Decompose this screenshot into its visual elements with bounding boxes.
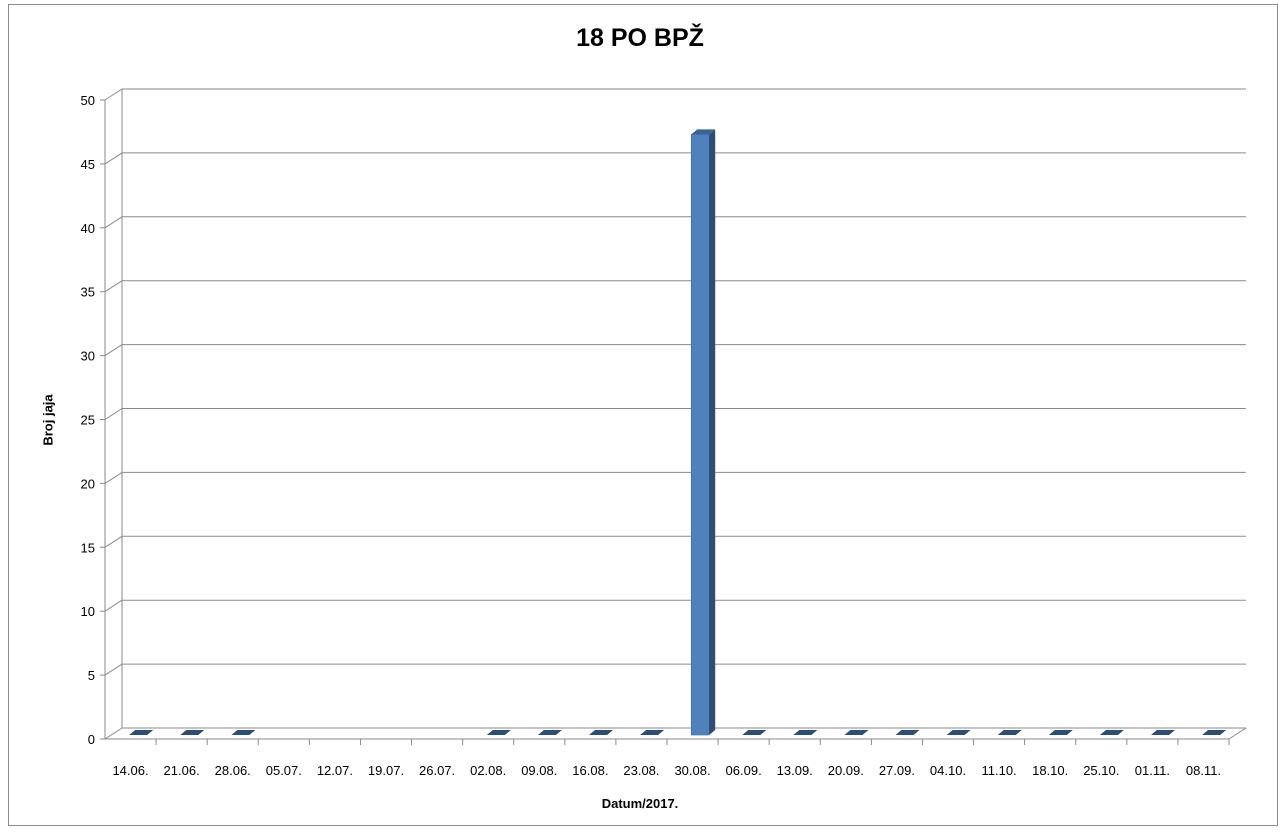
x-tick-label: 16.08. <box>572 763 608 778</box>
gridline-depth <box>104 535 123 548</box>
gridline-depth <box>104 216 123 229</box>
bar-zero <box>895 730 920 736</box>
gridline-depth <box>104 280 123 293</box>
bar-zero <box>1048 730 1073 736</box>
bar-zero <box>180 730 205 736</box>
x-tick-label: 06.09. <box>726 763 762 778</box>
x-tick-label: 02.08. <box>470 763 506 778</box>
x-tick-label: 01.11. <box>1135 763 1170 778</box>
x-tick-label: 09.08. <box>521 763 557 778</box>
gridline-depth <box>104 88 123 101</box>
x-tick-label: 08.11. <box>1186 763 1221 778</box>
bar-zero <box>997 730 1022 736</box>
bar-zero <box>1151 730 1176 736</box>
y-tick-label: 45 <box>81 157 95 172</box>
bar-zero <box>486 730 511 736</box>
x-tick-label: 25.10. <box>1083 763 1119 778</box>
bar-zero <box>1202 730 1227 736</box>
x-tick-label: 28.06. <box>215 763 251 778</box>
x-tick-label: 26.07. <box>419 763 455 778</box>
x-tick-label: 18.10. <box>1032 763 1068 778</box>
y-tick-label: 25 <box>81 413 95 428</box>
bar-side <box>709 129 716 736</box>
gridline-depth <box>104 344 123 357</box>
bar-zero <box>640 730 665 736</box>
bar-zero <box>537 730 562 736</box>
y-tick-label: 35 <box>81 285 95 300</box>
y-tick-label: 40 <box>81 221 95 236</box>
bar-zero <box>742 730 767 736</box>
chart-frame <box>8 4 1278 826</box>
y-tick-label: 30 <box>81 349 95 364</box>
bar-zero <box>129 730 154 736</box>
x-tick-label: 14.06. <box>112 763 148 778</box>
bar-zero <box>1099 730 1124 736</box>
bar-zero <box>793 730 818 736</box>
chart-title: 18 PO BPŽ <box>576 24 704 52</box>
x-tick-label: 30.08. <box>674 763 710 778</box>
x-tick-label: 19.07. <box>368 763 404 778</box>
y-tick-label: 0 <box>88 732 95 747</box>
floor-right-edge <box>1228 727 1247 740</box>
y-tick-label: 10 <box>81 604 95 619</box>
y-tick-label: 15 <box>81 540 95 555</box>
y-tick-label: 5 <box>88 668 95 683</box>
x-tick-label: 21.06. <box>164 763 200 778</box>
x-tick-label: 23.08. <box>623 763 659 778</box>
gridline-depth <box>104 408 123 420</box>
x-tick-label: 05.07. <box>266 763 302 778</box>
gridline-depth <box>104 152 123 165</box>
bar-zero <box>231 730 256 736</box>
x-tick-label: 13.09. <box>777 763 813 778</box>
x-tick-label: 12.07. <box>317 763 353 778</box>
gridline-depth <box>104 471 123 484</box>
bar-zero <box>946 730 971 736</box>
x-tick-label: 11.10. <box>981 763 1016 778</box>
x-tick-label: 04.10. <box>930 763 966 778</box>
bar-zero <box>589 730 614 736</box>
x-tick-label: 27.09. <box>879 763 915 778</box>
x-axis-label: Datum/2017. <box>601 796 679 811</box>
bar-zero <box>844 730 869 736</box>
y-tick-label: 50 <box>81 93 95 108</box>
y-tick-label: 20 <box>81 476 95 491</box>
x-tick-label: 20.09. <box>828 763 864 778</box>
gridline-depth <box>104 599 123 612</box>
gridline-depth <box>104 727 123 740</box>
bar-front <box>690 134 710 736</box>
bar-top <box>691 129 716 135</box>
gridline-depth <box>104 663 123 676</box>
